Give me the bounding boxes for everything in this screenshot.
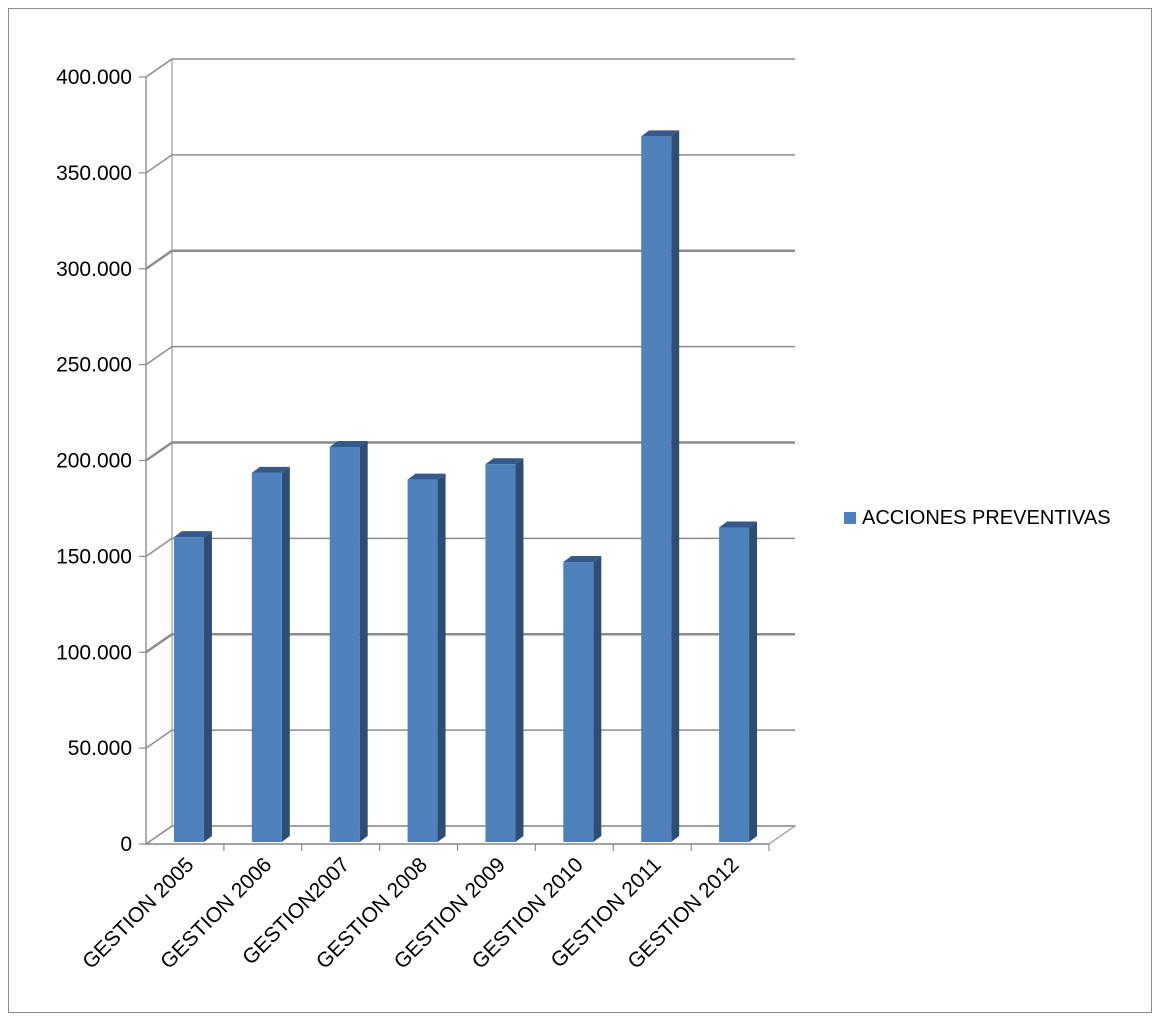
gridline-side: [145, 633, 173, 654]
gridline-side: [145, 537, 173, 557]
bar-side: [671, 130, 680, 843]
gridline-side: [145, 825, 173, 845]
bar: [641, 136, 672, 843]
chart-frame: 0 50.000 100.000 150.000 200.000 250.000 300.0…: [8, 8, 1152, 1013]
y-tick-label: 50.000: [68, 737, 132, 760]
bar-top: [719, 521, 758, 528]
bar-side: [749, 521, 758, 842]
chart-walls: [144, 57, 797, 845]
bar: [173, 537, 204, 842]
gridline-side: [145, 249, 173, 270]
bar: [329, 446, 360, 842]
bar-side: [281, 466, 290, 842]
y-tick-labels: 0 50.000 100.000 150.000 200.000 250.000 300.0…: [56, 66, 132, 856]
bar: [563, 562, 594, 842]
y-tick-label: 0: [120, 833, 132, 856]
bars: [173, 130, 758, 843]
bar-top: [329, 440, 368, 447]
y-tick-label: 200.000: [56, 450, 132, 473]
bar-top: [173, 531, 212, 538]
bar-top: [407, 473, 446, 480]
bar-top: [563, 556, 602, 563]
gridline-side: [145, 154, 173, 174]
bar-side: [593, 556, 602, 842]
bar: [485, 464, 516, 842]
bar-side: [203, 531, 212, 842]
bar-top: [485, 458, 524, 465]
y-tick-label: 250.000: [56, 354, 132, 377]
bar-side: [437, 473, 446, 842]
legend: ACCIONES PREVENTIVAS: [844, 507, 1111, 529]
chart-canvas: 0 50.000 100.000 150.000 200.000 250.000 300.0…: [56, 57, 1111, 974]
bar: [251, 472, 282, 842]
y-tick-label: 300.000: [56, 258, 132, 281]
gridline-side: [145, 58, 173, 78]
legend-swatch: [844, 512, 856, 524]
gridlines: [145, 58, 795, 845]
gridline-side: [145, 441, 173, 462]
gridline-side: [145, 346, 173, 366]
bar-side: [359, 440, 368, 842]
bar: [407, 479, 438, 842]
y-tick-label: 150.000: [56, 545, 132, 568]
axes: [139, 76, 770, 851]
gridline-side: [145, 729, 173, 749]
y-tick-label: 350.000: [56, 162, 132, 185]
bar: [719, 527, 750, 842]
bar-side: [515, 458, 524, 842]
legend-label-acciones-preventivas: ACCIONES PREVENTIVAS: [862, 507, 1111, 529]
y-tick-label: 100.000: [56, 641, 132, 664]
y-tick-label: 400.000: [56, 66, 132, 89]
floor: [144, 825, 797, 845]
bar-top: [251, 466, 290, 473]
bar-top: [641, 130, 680, 137]
